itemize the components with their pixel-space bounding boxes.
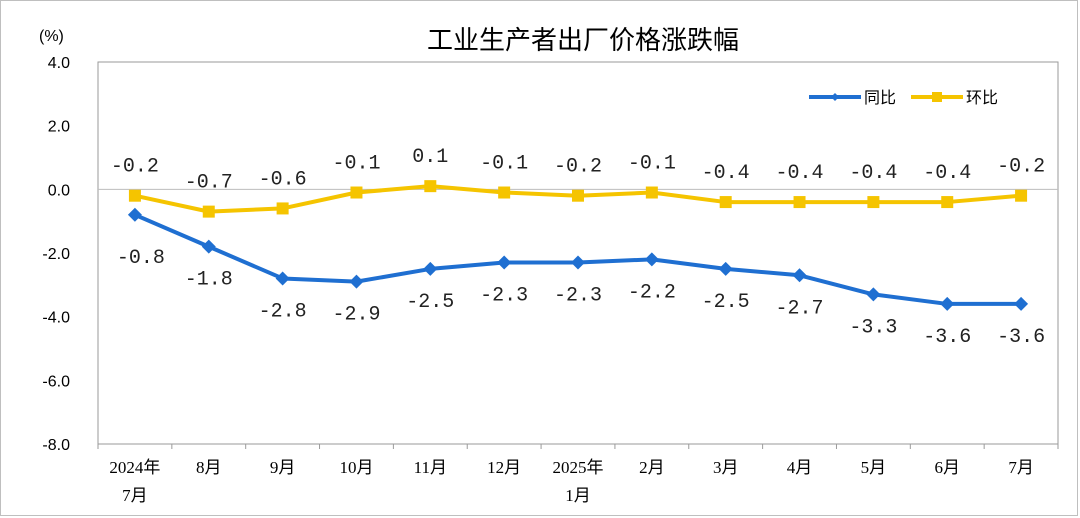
data-label-同比: -3.3: [849, 316, 897, 339]
data-label-同比: -2.5: [406, 291, 454, 314]
x-tick-label: 10月: [339, 458, 373, 477]
data-label-同比: -3.6: [923, 326, 971, 349]
legend-marker: [932, 92, 942, 102]
data-point-环比: [719, 196, 732, 209]
data-point-环比: [202, 205, 215, 218]
plot-area: [97, 61, 1059, 445]
data-point-同比: [349, 274, 364, 289]
data-point-同比: [1014, 296, 1029, 311]
data-point-同比: [127, 207, 142, 222]
data-label-同比: -2.8: [259, 300, 307, 323]
data-point-同比: [644, 252, 659, 267]
data-label-同比: -2.3: [480, 285, 528, 308]
legend-label-同比: 同比: [864, 88, 896, 107]
data-point-同比: [940, 296, 955, 311]
data-point-环比: [424, 180, 437, 193]
data-point-同比: [718, 261, 733, 276]
x-tick-label: 5月: [861, 458, 887, 477]
x-tick-label: 7月: [1008, 458, 1034, 477]
data-label-环比: -0.2: [111, 156, 159, 179]
x-tick-label: 6月: [934, 458, 960, 477]
legend: 同比 环比: [809, 88, 998, 107]
data-point-环比: [645, 186, 658, 199]
data-label-环比: -0.4: [849, 162, 897, 185]
y-tick-label: 2.0: [48, 119, 70, 136]
x-tick-label: 3月: [713, 458, 739, 477]
y-tick-label: -4.0: [42, 310, 70, 327]
data-label-同比: -1.8: [185, 269, 233, 292]
data-label-同比: -2.9: [332, 304, 380, 327]
legend-label-环比: 环比: [966, 88, 998, 107]
y-tick-label: -2.0: [42, 246, 70, 263]
data-label-同比: -3.6: [997, 326, 1045, 349]
chart-title: 工业生产者出厂价格涨跌幅: [427, 26, 739, 56]
y-axis-ticks: 4.0 2.0 0.0 -2.0 -4.0 -6.0 -8.0: [42, 55, 70, 454]
data-point-环比: [867, 196, 880, 209]
data-label-环比: -0.4: [776, 162, 824, 185]
data-labels: -0.8 -1.8 -2.8 -2.9 -2.5 -2.3 -2.3 -2.2 -2.5 -2.7…: [111, 146, 1045, 349]
data-label-同比: -0.8: [117, 247, 165, 270]
data-point-环比: [941, 196, 954, 209]
data-point-同比: [497, 255, 512, 270]
y-tick-label: -8.0: [42, 437, 70, 454]
legend-marker: [831, 93, 839, 101]
data-point-环比: [1015, 189, 1028, 202]
data-label-环比: -0.1: [628, 153, 676, 176]
x-tick-label: 12月: [487, 458, 521, 477]
data-point-同比: [423, 261, 438, 276]
data-point-环比: [793, 196, 806, 209]
x-tick-label: 2月: [639, 458, 665, 477]
data-label-同比: -2.5: [702, 291, 750, 314]
data-point-环比: [498, 186, 511, 199]
data-point-环比: [128, 189, 141, 202]
data-label-环比: -0.2: [554, 156, 602, 179]
data-point-环比: [572, 189, 584, 202]
x-tick-label: 11月: [414, 458, 447, 477]
data-point-环比: [350, 186, 363, 199]
data-label-同比: -2.2: [628, 281, 676, 304]
data-point-同比: [792, 268, 807, 283]
data-point-同比: [201, 239, 216, 254]
data-point-同比: [866, 287, 881, 302]
data-label-环比: 0.1: [412, 146, 448, 169]
data-label-环比: -0.7: [185, 172, 233, 195]
data-point-同比: [275, 271, 290, 286]
data-point-同比: [571, 255, 585, 270]
data-label-环比: -0.1: [480, 153, 528, 176]
x-tick-label: 2025年 1月: [553, 458, 604, 505]
x-axis-ticks: 2024年 7月 8月 9月 10月 11月 12月 2025年 1月 2月 3月 4月 5月 6月 7月: [97, 444, 1059, 505]
x-tick-label: 9月: [270, 458, 296, 477]
data-label-同比: -2.3: [554, 285, 602, 308]
data-label-环比: -0.6: [259, 168, 307, 191]
x-tick-label: 4月: [787, 458, 813, 477]
y-tick-label: 0.0: [48, 182, 70, 199]
series-layer: [98, 180, 1058, 311]
data-label-同比: -2.7: [776, 297, 824, 320]
data-point-环比: [276, 202, 289, 215]
data-label-环比: -0.2: [997, 156, 1045, 179]
y-axis-unit-label: (%): [39, 28, 64, 45]
data-label-环比: -0.4: [923, 162, 971, 185]
y-tick-label: -6.0: [42, 373, 70, 390]
x-tick-label: 2024年 7月: [109, 458, 160, 505]
data-label-环比: -0.4: [702, 162, 750, 185]
data-label-环比: -0.1: [332, 153, 380, 176]
x-tick-label: 8月: [196, 458, 222, 477]
y-tick-label: 4.0: [48, 55, 70, 72]
